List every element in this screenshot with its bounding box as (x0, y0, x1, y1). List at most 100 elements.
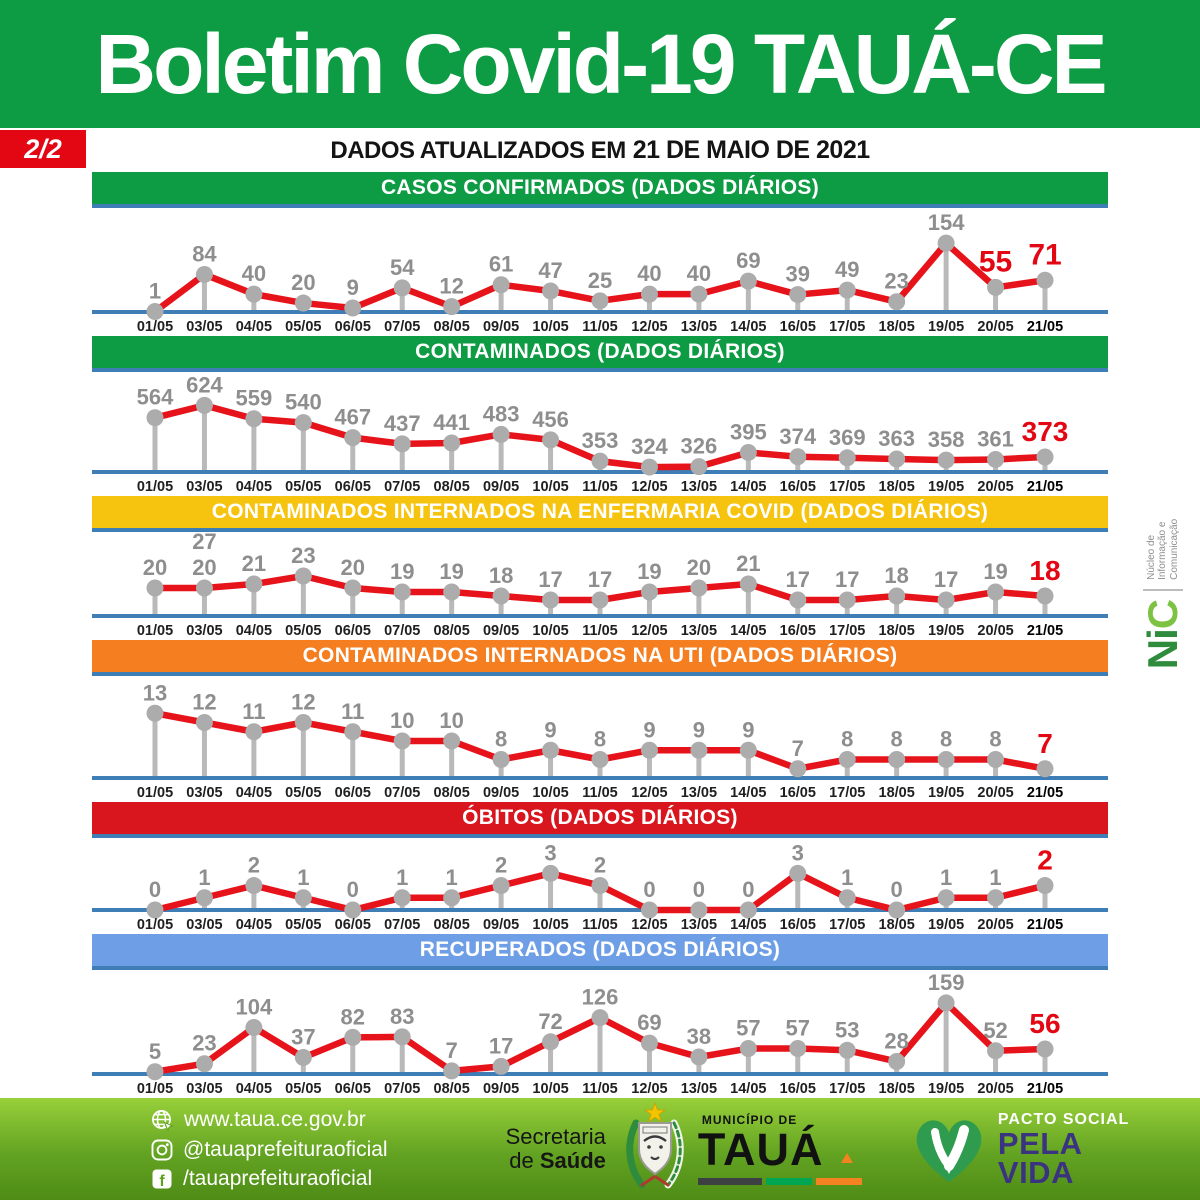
date-label: 17/05 (829, 785, 865, 801)
municipio-taua-logo: MUNICÍPIO DE TAUÁ (697, 1113, 862, 1185)
section-banner: CASOS CONFIRMADOS (DADOS DIÁRIOS) (92, 172, 1108, 208)
section-title: RECUPERADOS (DADOS DIÁRIOS) (419, 938, 781, 961)
date-label: 03/05 (186, 479, 222, 495)
data-point (344, 579, 362, 597)
header-banner: Boletim Covid-19 TAUÁ-CE (0, 0, 1200, 128)
date-label: 10/05 (532, 1081, 568, 1097)
value-label: 2 (495, 853, 507, 878)
value-label: 8 (594, 727, 606, 752)
date-label: 13/05 (681, 479, 717, 495)
date-label: 10/05 (532, 785, 568, 801)
value-label: 82 (341, 1004, 365, 1029)
date-label: 21/05 (1027, 785, 1063, 801)
value-label: 7 (792, 736, 804, 761)
data-point (937, 451, 955, 469)
date-label: 10/05 (532, 623, 568, 639)
data-point (888, 293, 906, 311)
section-casos-confirmados: CASOS CONFIRMADOS (DADOS DIÁRIOS) 1 84 40 2… (92, 172, 1108, 336)
data-point (591, 1009, 609, 1027)
date-label: 12/05 (631, 785, 667, 801)
section-banner: ÓBITOS (DADOS DIÁRIOS) (92, 802, 1108, 838)
section-title: ÓBITOS (DADOS DIÁRIOS) (462, 806, 738, 829)
data-point (393, 889, 411, 907)
date-label: 17/05 (829, 319, 865, 335)
line-chart-contaminados: 564 624 559 540 467 437 441 483 456 353 324 326 395 3… (92, 372, 1108, 496)
value-label: 17 (835, 567, 859, 592)
value-label: 1 (149, 279, 161, 304)
value-label: 39 (786, 262, 810, 287)
website-link[interactable]: www.taua.ce.gov.br (150, 1108, 388, 1133)
data-point (393, 583, 411, 601)
data-point (443, 889, 461, 907)
date-label: 20/05 (977, 623, 1013, 639)
date-label: 14/05 (730, 1081, 766, 1097)
footer: www.taua.ce.gov.br @tauaprefeituraoficia… (0, 1098, 1200, 1200)
data-point (245, 285, 263, 303)
value-label: 1 (940, 865, 952, 890)
data-point (245, 877, 263, 895)
data-point (393, 279, 411, 297)
value-label: 57 (736, 1016, 760, 1041)
date-label: 19/05 (928, 623, 964, 639)
data-point (987, 450, 1005, 468)
value-label: 9 (544, 717, 556, 742)
date-label: 09/05 (483, 319, 519, 335)
value-label: 19 (390, 559, 414, 584)
section-recuperados: RECUPERADOS (DADOS DIÁRIOS) 5 23 104 37 82 83… (92, 934, 1108, 1098)
data-point (937, 751, 955, 768)
data-point (393, 1028, 411, 1046)
website-text: www.taua.ce.gov.br (184, 1108, 366, 1131)
data-point (1036, 1040, 1054, 1058)
value-label: 19 (439, 559, 463, 584)
date-label: 18/05 (879, 479, 915, 495)
date-label: 05/05 (285, 479, 321, 495)
date-label: 19/05 (928, 1081, 964, 1097)
chart-canvas: 5 23 104 37 82 83 7 17 72 126 69 38 57 57 53 28 159 52 56 0… (92, 970, 1108, 1097)
data-point (640, 285, 658, 303)
value-label: 69 (736, 248, 760, 273)
chart-canvas: 1 84 40 20 9 54 12 61 47 25 40 40 69 39 49 23 154 55 71 01/… (92, 210, 1108, 335)
line-chart-obitos: 0 1 2 1 0 1 1 2 3 2 0 0 0 3 1 0 1 1 2 01/05 03/05 04/05 05/05 0… (92, 838, 1108, 934)
data-point (393, 732, 411, 750)
value-label: 20 (143, 555, 167, 580)
value-label: 8 (495, 727, 507, 752)
date-label: 06/05 (335, 623, 371, 639)
value-label: 40 (242, 261, 266, 286)
facebook-link[interactable]: f /tauaprefeituraoficial (150, 1167, 388, 1191)
value-label: 28 (884, 1028, 908, 1053)
date-label: 19/05 (928, 917, 964, 933)
value-label: 71 (1028, 238, 1061, 271)
value-label: 53 (835, 1017, 859, 1042)
value-label: 3 (792, 840, 804, 865)
date-label: 19/05 (928, 785, 964, 801)
value-label: 25 (588, 268, 612, 293)
value-label: 20 (341, 555, 365, 580)
value-label: 3 (544, 840, 556, 865)
data-point (1036, 877, 1054, 895)
date-label: 20/05 (977, 917, 1013, 933)
value-label: 40 (687, 261, 711, 286)
value-label: 8 (940, 727, 952, 752)
date-label: 20/05 (977, 785, 1013, 801)
value-label: 7 (1037, 728, 1053, 759)
date-label: 16/05 (780, 917, 816, 933)
date-label: 19/05 (928, 479, 964, 495)
data-point (195, 1055, 213, 1073)
date-label: 05/05 (285, 1081, 321, 1097)
value-label: 353 (582, 428, 619, 453)
instagram-link[interactable]: @tauaprefeituraoficial (150, 1138, 388, 1162)
date-label: 06/05 (335, 785, 371, 801)
data-point (195, 265, 213, 283)
value-label: 52 (983, 1018, 1007, 1043)
data-point (1036, 448, 1054, 466)
value-label: 483 (483, 401, 520, 426)
value-label: 40 (637, 261, 661, 286)
data-point (1036, 587, 1054, 605)
value-label: 540 (285, 390, 322, 415)
date-label: 14/05 (730, 623, 766, 639)
data-point (789, 448, 807, 466)
date-label: 13/05 (681, 917, 717, 933)
data-point (640, 901, 658, 919)
data-point (443, 298, 461, 316)
